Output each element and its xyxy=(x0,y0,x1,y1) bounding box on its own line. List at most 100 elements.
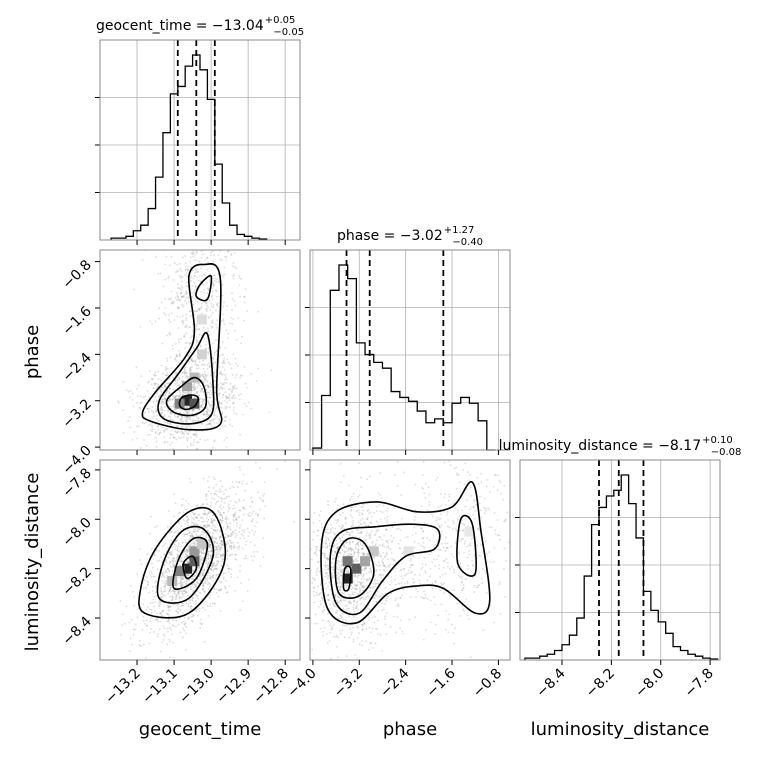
scatter-point xyxy=(199,390,202,393)
scatter-point xyxy=(185,406,188,409)
scatter-point xyxy=(400,494,403,497)
scatter-point xyxy=(343,545,346,548)
scatter-point xyxy=(123,622,126,625)
x-tick-label: −8.2 xyxy=(583,666,618,701)
scatter-point xyxy=(154,526,157,529)
scatter-point xyxy=(196,382,199,385)
scatter-point xyxy=(383,535,386,537)
scatter-point xyxy=(175,373,177,376)
scatter-point xyxy=(185,548,188,551)
scatter-point xyxy=(219,511,222,514)
scatter-point xyxy=(195,585,198,588)
scatter-point xyxy=(205,495,207,498)
scatter-point xyxy=(202,552,205,555)
scatter-point xyxy=(327,537,330,540)
scatter-point xyxy=(177,287,180,290)
scatter-point xyxy=(371,627,374,630)
scatter-point xyxy=(193,291,195,294)
density-cell xyxy=(196,538,207,549)
scatter-point xyxy=(179,411,181,414)
scatter-point xyxy=(212,528,215,531)
scatter-point xyxy=(540,458,542,460)
scatter-point xyxy=(423,522,426,525)
density-cell xyxy=(167,575,178,586)
scatter-point xyxy=(343,636,346,639)
scatter-point xyxy=(204,374,207,377)
scatter-point xyxy=(179,288,182,290)
scatter-point xyxy=(376,539,378,542)
scatter-point xyxy=(200,558,203,561)
scatter-point xyxy=(334,550,337,553)
scatter-point xyxy=(316,569,319,572)
scatter-point xyxy=(362,581,365,584)
scatter-point xyxy=(347,547,350,550)
scatter-point xyxy=(396,616,399,619)
scatter-point xyxy=(220,564,222,567)
scatter-point xyxy=(210,527,213,530)
scatter-point xyxy=(462,529,465,532)
scatter-point xyxy=(177,612,179,614)
scatter-point xyxy=(185,583,188,585)
scatter-point xyxy=(187,437,190,440)
scatter-point xyxy=(486,479,489,481)
scatter-point xyxy=(198,385,200,387)
scatter-point xyxy=(338,525,341,528)
scatter-point xyxy=(186,421,188,423)
scatter-point xyxy=(383,564,385,567)
scatter-point xyxy=(183,367,186,370)
scatter-point xyxy=(422,541,425,544)
scatter-point xyxy=(350,553,353,556)
scatter-point xyxy=(245,405,248,408)
scatter-point xyxy=(215,281,218,283)
scatter-point xyxy=(360,623,363,626)
scatter-point xyxy=(168,600,170,603)
scatter-point xyxy=(318,514,321,517)
scatter-point xyxy=(421,530,424,532)
scatter-point xyxy=(195,516,198,519)
scatter-point xyxy=(389,583,392,586)
scatter-point xyxy=(169,437,172,439)
scatter-point xyxy=(433,596,435,599)
scatter-point xyxy=(221,313,224,316)
scatter-point xyxy=(185,553,187,556)
scatter-point xyxy=(231,481,234,483)
scatter-point xyxy=(178,596,181,599)
scatter-point xyxy=(459,540,462,543)
scatter-point xyxy=(363,545,366,548)
scatter-point xyxy=(397,603,399,605)
scatter-point xyxy=(205,535,208,538)
scatter-point xyxy=(188,409,190,412)
scatter-point xyxy=(200,256,203,259)
scatter-point xyxy=(317,529,319,532)
scatter-point xyxy=(195,523,198,525)
scatter-point xyxy=(197,582,200,585)
scatter-point xyxy=(209,504,212,507)
scatter-point xyxy=(259,467,262,470)
scatter-point xyxy=(372,647,374,649)
scatter-point xyxy=(488,509,491,512)
scatter-point xyxy=(187,529,189,531)
scatter-point xyxy=(164,595,167,597)
scatter-point xyxy=(315,548,318,551)
scatter-point xyxy=(198,307,201,310)
scatter-point xyxy=(189,310,192,313)
scatter-point xyxy=(166,382,168,385)
scatter-point xyxy=(189,416,192,419)
scatter-point xyxy=(469,542,472,544)
scatter-point xyxy=(199,579,202,582)
scatter-point xyxy=(230,254,232,256)
scatter-point xyxy=(178,391,181,394)
scatter-point xyxy=(252,551,255,553)
scatter-point xyxy=(217,560,220,563)
scatter-point xyxy=(166,571,169,574)
scatter-point xyxy=(172,564,175,567)
scatter-point xyxy=(229,528,232,531)
scatter-point xyxy=(448,495,451,498)
scatter-point xyxy=(217,595,220,598)
scatter-point xyxy=(425,596,427,599)
scatter-point xyxy=(187,574,190,576)
scatter-point xyxy=(344,584,347,587)
scatter-point xyxy=(213,519,216,522)
xaxis-label-luminosity-distance: luminosity_distance xyxy=(531,719,710,740)
scatter-point xyxy=(195,517,198,520)
